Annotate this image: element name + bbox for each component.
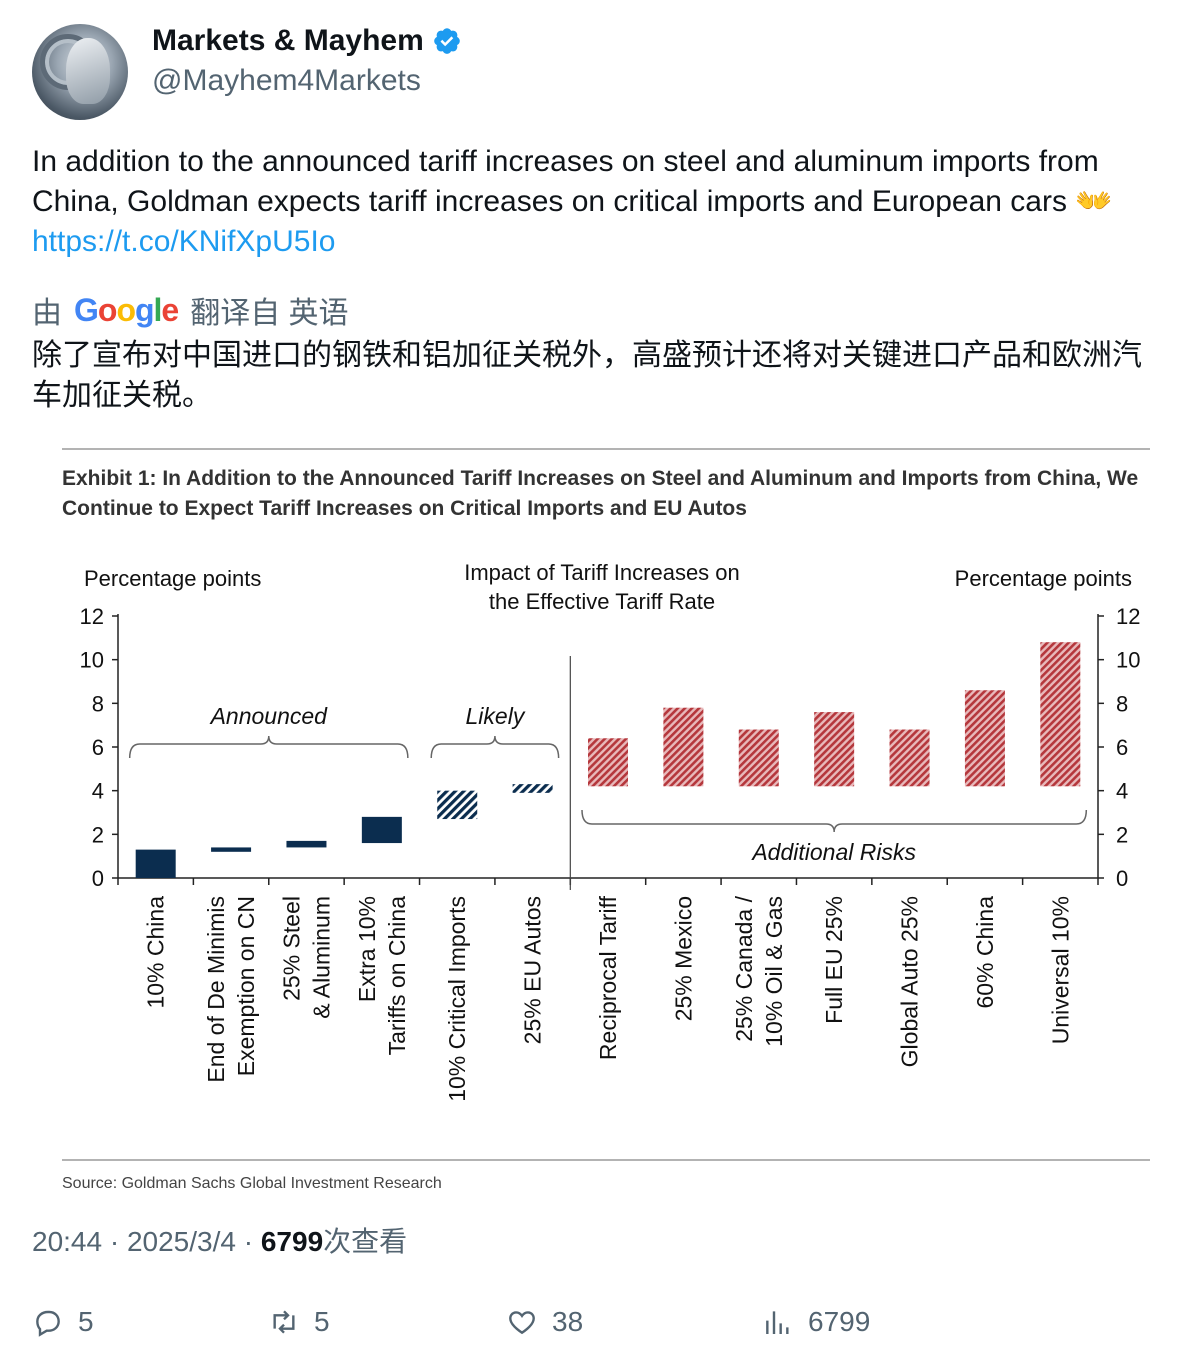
y-axis-left-label: Percentage points xyxy=(84,566,261,591)
figure-source: Source: Goldman Sachs Global Investment … xyxy=(62,1175,442,1192)
group-brace xyxy=(430,735,560,759)
x-category-label: 25% Steel xyxy=(278,896,304,1001)
x-category-label: 10% China xyxy=(143,896,169,1009)
x-category-label: Tariffs on China xyxy=(384,896,410,1056)
x-category-label: & Aluminum xyxy=(308,896,334,1019)
x-category-label: 25% Canada / xyxy=(731,895,757,1041)
source-language: 翻译自 英语 xyxy=(190,297,349,330)
bar xyxy=(889,729,930,787)
group-label: Additional Risks xyxy=(750,839,916,865)
tweet-date[interactable]: 2025/3/4 xyxy=(126,1226,236,1257)
exhibit-title-line2: Continue to Expect Tariff Increases on C… xyxy=(62,497,747,520)
author-avatar[interactable] xyxy=(32,24,128,120)
hands-emoji: 👐 xyxy=(1075,185,1113,218)
x-category-label: 25% Mexico xyxy=(670,896,696,1021)
x-category-label: Full EU 25% xyxy=(821,896,847,1024)
y-tick-label-left: 0 xyxy=(92,866,104,891)
view-count: 6799 xyxy=(260,1226,324,1257)
x-category-label: Global Auto 25% xyxy=(897,896,923,1067)
tweet-image[interactable]: Exhibit 1: In Addition to the Announced … xyxy=(32,440,1164,1200)
reply-icon xyxy=(36,1310,60,1337)
retweet-count: 5 xyxy=(314,1306,330,1337)
x-category-label: 60% China xyxy=(972,896,998,1009)
group-label: Likely xyxy=(466,703,526,729)
group-label: Announced xyxy=(209,703,329,729)
google-logo-letter: g xyxy=(134,291,155,328)
tweet-body: In addition to the announced tariff incr… xyxy=(32,145,1099,218)
x-category-label: Universal 10% xyxy=(1047,896,1073,1044)
bar xyxy=(135,849,176,878)
y-tick-label-left: 10 xyxy=(80,648,104,673)
analytics-icon xyxy=(766,1311,789,1334)
tariff-chart: Exhibit 1: In Addition to the Announced … xyxy=(62,448,1150,1192)
google-logo-letter: e xyxy=(161,291,179,328)
author-handle[interactable]: @Mayhem4Markets xyxy=(152,64,421,97)
google-logo-letter: l xyxy=(153,291,163,328)
views-button[interactable]: 6799 xyxy=(762,1306,870,1338)
tweet-text: In addition to the announced tariff incr… xyxy=(32,142,1162,262)
bar xyxy=(286,840,327,848)
bar xyxy=(437,790,478,820)
x-category-label: Extra 10% xyxy=(354,896,380,1002)
chart-title-line1: Impact of Tariff Increases on xyxy=(464,560,740,585)
heart-icon xyxy=(509,1311,535,1335)
bar xyxy=(1040,642,1081,787)
bar xyxy=(512,784,553,793)
y-tick-label-left: 4 xyxy=(92,779,104,804)
bar xyxy=(588,738,628,787)
translated-text: 除了宣布对中国进口的钢铁和铝加征关税外，高盛预计还将对关键进口产品和欧洲汽车加征… xyxy=(32,339,1142,412)
google-logo-icon: Google xyxy=(74,291,179,329)
author-name[interactable]: Markets & Mayhem xyxy=(152,24,424,57)
like-count: 38 xyxy=(552,1306,584,1337)
y-tick-label-right: 0 xyxy=(1116,866,1128,891)
bar xyxy=(211,847,252,852)
y-tick-label-right: 10 xyxy=(1116,648,1140,673)
like-button[interactable]: 38 xyxy=(506,1306,583,1338)
y-tick-label-left: 8 xyxy=(92,691,104,716)
x-category-label: Reciprocal Tariff xyxy=(595,895,621,1060)
x-category-label: Exemption on CN xyxy=(233,896,259,1076)
y-tick-label-right: 4 xyxy=(1116,779,1128,804)
google-logo-letter: o xyxy=(97,291,118,328)
y-tick-label-right: 2 xyxy=(1116,822,1128,847)
x-category-label: End of De Minimis xyxy=(203,896,229,1083)
google-logo-letter: o xyxy=(116,291,136,328)
tweet-link[interactable]: https://t.co/KNifXpU5Io xyxy=(32,225,336,258)
x-category-label: 10% Oil & Gas xyxy=(761,896,787,1047)
tweet-time[interactable]: 20:44 xyxy=(32,1226,103,1257)
retweet-icon xyxy=(273,1310,295,1334)
reply-count: 5 xyxy=(78,1306,94,1337)
y-tick-label-right: 8 xyxy=(1116,691,1128,716)
y-tick-label-left: 6 xyxy=(92,735,104,760)
group-brace xyxy=(581,809,1088,833)
reply-button[interactable]: 5 xyxy=(32,1306,94,1338)
view-count-label: 次查看 xyxy=(323,1226,408,1257)
y-tick-label-left: 12 xyxy=(80,604,104,629)
bar xyxy=(964,690,1005,787)
bar xyxy=(738,729,779,787)
translation-attribution[interactable]: 由 Google 翻译自 英语 xyxy=(32,288,349,332)
y-axis-right-label: Percentage points xyxy=(955,566,1132,591)
bar xyxy=(814,712,855,787)
retweet-button[interactable]: 5 xyxy=(268,1306,330,1338)
group-brace xyxy=(128,735,409,759)
translated-by-label: 由 xyxy=(32,297,62,330)
bar xyxy=(361,816,402,844)
google-logo-letter: G xyxy=(74,291,99,328)
verified-badge-icon xyxy=(433,28,460,54)
y-tick-label-right: 12 xyxy=(1116,604,1140,629)
views-count: 6799 xyxy=(808,1306,871,1337)
tweet-meta: 20:44 · 2025/3/4 · 6799次查看 xyxy=(32,1226,408,1257)
bar xyxy=(663,707,704,787)
x-category-label: 10% Critical Imports xyxy=(444,896,470,1102)
chart-title-line2: the Effective Tariff Rate xyxy=(489,589,715,614)
action-bar: 5 5 38 6799 xyxy=(32,1306,1162,1346)
x-category-label: 25% EU Autos xyxy=(520,896,546,1044)
y-tick-label-right: 6 xyxy=(1116,735,1128,760)
y-tick-label-left: 2 xyxy=(92,822,104,847)
exhibit-title-line1: Exhibit 1: In Addition to the Announced … xyxy=(62,467,1138,490)
